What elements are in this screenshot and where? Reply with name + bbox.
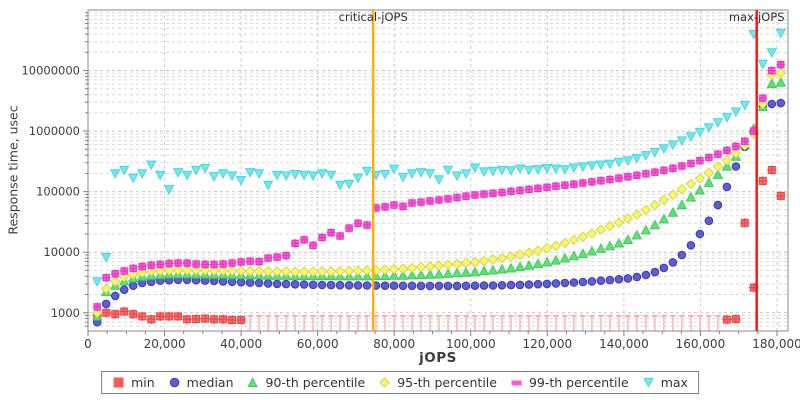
- svg-text:critical-jOPS: critical-jOPS: [339, 10, 408, 24]
- svg-text:80,000: 80,000: [373, 337, 415, 351]
- svg-text:160,000: 160,000: [676, 337, 726, 351]
- legend-item-99-th-percentile: 99-th percentile: [510, 375, 629, 390]
- svg-text:1000000: 1000000: [29, 124, 80, 138]
- legend-item-90-th-percentile: 90-th percentile: [247, 375, 366, 390]
- y-axis-title: Response time, usec: [5, 105, 21, 235]
- svg-text:20,000: 20,000: [144, 337, 186, 351]
- legend-max-icon: [642, 377, 654, 388]
- svg-text:100,000: 100,000: [446, 337, 496, 351]
- series-median: [92, 98, 786, 327]
- svg-text:max-jOPS: max-jOPS: [729, 10, 785, 24]
- svg-text:1000: 1000: [51, 306, 80, 320]
- legend-90-th-percentile-icon: [247, 377, 259, 388]
- legend-99-th-percentile-icon: [511, 380, 522, 386]
- x-axis-title: jOPS: [419, 350, 457, 366]
- legend-label-median: median: [186, 375, 234, 390]
- svg-text:100000: 100000: [36, 185, 80, 199]
- svg-text:140,000: 140,000: [599, 337, 649, 351]
- legend-95-th-percentile-icon: [379, 377, 391, 388]
- legend: min median 90-th percentile 95-th percentil…: [101, 371, 699, 394]
- legend-label-95-th-percentile: 95-th percentile: [397, 375, 497, 390]
- svg-text:60,000: 60,000: [297, 337, 339, 351]
- svg-text:10000000: 10000000: [21, 64, 80, 78]
- legend-item-max: max: [642, 375, 688, 390]
- legend-label-90-th-percentile: 90-th percentile: [265, 375, 366, 390]
- legend-median-icon: [169, 377, 179, 388]
- series-95-th-percentile: [91, 67, 787, 319]
- legend-min-icon: [113, 377, 124, 388]
- svg-text:120,000: 120,000: [522, 337, 572, 351]
- legend-item-min: min: [112, 375, 155, 390]
- rt-curve-chart: 0 20,000 40,000 60,000 80,000 100,000 120,000 1…: [21, 9, 800, 351]
- series-99-th-percentile: [92, 60, 786, 312]
- legend-item-median: median: [168, 375, 234, 390]
- legend-label-max: max: [660, 375, 688, 390]
- svg-text:180,000: 180,000: [752, 337, 800, 351]
- series-max: [91, 28, 787, 288]
- legend-label-min: min: [131, 375, 155, 390]
- legend-item-95-th-percentile: 95-th percentile: [378, 375, 497, 390]
- svg-text:0: 0: [84, 337, 92, 351]
- legend-label-99-th-percentile: 99-th percentile: [528, 375, 629, 390]
- max-jops-marker: max-jOPS: [729, 10, 785, 331]
- svg-text:10000: 10000: [43, 245, 80, 259]
- critical-jops-marker: critical-jOPS: [339, 10, 408, 331]
- svg-text:40,000: 40,000: [220, 337, 262, 351]
